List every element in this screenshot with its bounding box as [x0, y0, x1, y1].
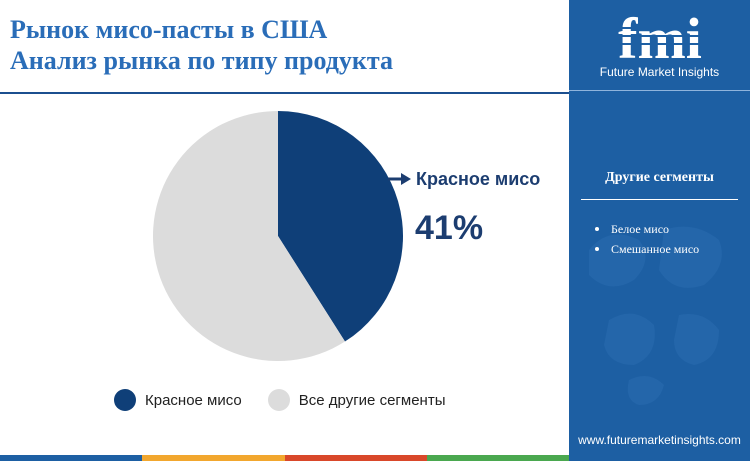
callout-value: 41%: [415, 209, 484, 247]
logo-caption: Future Market Insights: [599, 65, 720, 79]
list-item: Белое мисо: [594, 220, 699, 240]
sidebar: fmi Future Market Insights Другие сегмен…: [569, 0, 750, 461]
bottom-bar-segment: [0, 455, 143, 461]
callout-label: Красное мисо: [416, 169, 541, 189]
legend-swatch-red-miso: [114, 389, 136, 411]
page-subtitle: Анализ рынка по типу продукта: [10, 46, 393, 75]
title-divider: [0, 92, 569, 94]
legend-item-other-segments: Все другие сегменты: [267, 389, 446, 411]
sidebar-top-divider: [569, 90, 750, 91]
title-block: Рынок мисо-пасты в США Анализ рынка по т…: [10, 14, 393, 76]
legend-label: Все другие сегменты: [298, 391, 446, 409]
website-link[interactable]: www.futuremarketinsights.com: [578, 433, 741, 447]
pie-chart: [153, 111, 411, 361]
pie-slices: [153, 111, 404, 361]
list-item: Смешанное мисо: [594, 240, 699, 260]
segments-title: Другие сегменты: [605, 170, 714, 185]
legend-label: Красное мисо: [145, 391, 242, 409]
world-map-texture-icon: [589, 226, 722, 405]
bottom-bar-segment: [142, 455, 285, 461]
logo-text: fmi: [618, 6, 702, 71]
bottom-bar-segment: [284, 455, 427, 461]
fmi-logo-icon: fmi: [595, 6, 725, 71]
legend-swatch-other-segments: [267, 389, 290, 411]
bottom-bar-segment: [426, 455, 569, 461]
bottom-color-bar: [0, 455, 569, 461]
segments-list: Белое мисо Смешанное мисо: [594, 220, 699, 260]
legend-item-red-miso: Красное мисо: [114, 389, 242, 411]
segments-divider: [581, 199, 738, 200]
chart-legend: Красное мисо Все другие сегменты: [114, 389, 471, 411]
pie-slice-red-miso: [278, 111, 404, 342]
pie-slice-other-segments: [153, 111, 345, 361]
page-title: Рынок мисо-пасты в США: [10, 15, 328, 44]
callout-arrow-icon: [388, 173, 411, 185]
